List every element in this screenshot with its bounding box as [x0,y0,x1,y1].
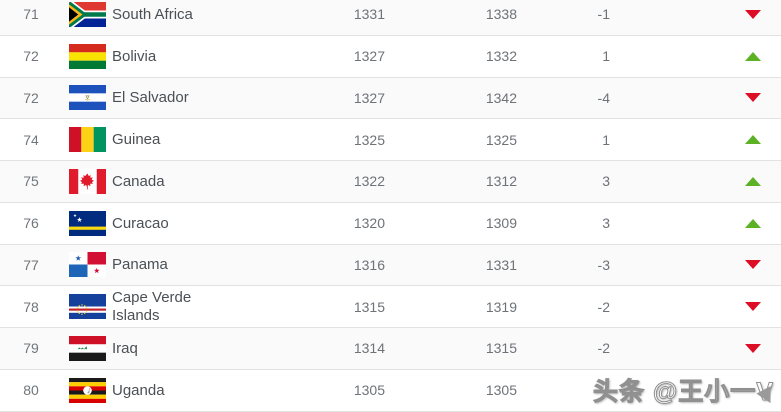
watermark: 头条 @王小一V [592,372,778,408]
points-value: 1322 [353,173,385,190]
south-africa-flag-icon [62,1,112,27]
trend-up-icon [745,218,761,228]
points-value: 1331 [353,6,385,23]
table-row[interactable]: 76 Curacao 1320 1309 3 [0,202,781,245]
table-row[interactable]: 74 Guinea 1325 1325 1 [0,119,781,161]
table-row[interactable]: 78 Cape Verde Islands 1315 1319 -2 [0,286,781,328]
guinea-flag-icon [62,127,112,153]
rank-label: 79 [23,340,39,357]
curacao-flag-icon [62,210,112,236]
previous-points-value: 1338 [485,6,517,23]
rank-change-value: 3 [602,215,610,232]
panama-flag-icon [62,252,112,278]
previous-points-value: 1342 [485,89,517,106]
points-value: 1315 [353,298,385,315]
rank-change-value: -1 [597,6,610,23]
trend-cell [610,9,781,19]
table-row[interactable]: 72 Bolivia 1327 1332 1 [0,35,781,78]
trend-up-icon [745,51,761,61]
trend-up-icon [745,176,761,186]
points-value: 1305 [353,382,385,399]
table-row[interactable]: 75 Canada 1322 1312 3 [0,161,781,203]
previous-points-value: 1305 [485,382,517,399]
points-value: 1327 [353,48,385,65]
trend-down-icon [745,302,761,312]
points-value: 1325 [353,131,385,148]
country-name-link[interactable]: Uganda [112,381,165,399]
rank-label: 78 [23,298,39,315]
table-row[interactable]: 79 Iraq 1314 1315 -2 [0,328,781,370]
trend-cell [610,176,781,186]
trend-up-icon [745,135,761,145]
previous-points-value: 1309 [485,215,517,232]
country-name-link[interactable]: Cape Verde Islands [112,289,192,324]
bolivia-flag-icon [62,43,112,69]
rank-change-value: 1 [602,131,610,148]
cape-verde-flag-icon [62,294,112,320]
el-salvador-flag-icon [62,85,112,111]
rank-label: 80 [23,382,39,399]
table-row[interactable]: 71 South Africa 1331 1338 -1 [0,0,781,36]
previous-points-value: 1319 [485,298,517,315]
country-name-link[interactable]: Guinea [112,131,161,149]
table-row[interactable]: 80 Uganda 1305 1305 [0,369,781,412]
trend-cell [610,51,781,61]
country-name-link[interactable]: Canada [112,172,165,190]
trend-down-icon [745,260,761,270]
rank-label: 72 [23,89,39,106]
rank-label: 72 [23,48,39,65]
trend-cell [610,135,781,145]
iraq-flag-icon [62,335,112,361]
trend-cell [610,343,781,353]
rank-change-value: -3 [597,256,610,273]
canada-flag-icon [62,168,112,194]
rank-label: 71 [23,6,39,23]
previous-points-value: 1315 [485,340,517,357]
rank-change-value: 3 [602,173,610,190]
rank-change-value: -2 [597,340,610,357]
trend-cell [610,93,781,103]
rank-change-value: 1 [602,48,610,65]
table-row[interactable]: 72 El Salvador 1327 1342 -4 [0,77,781,120]
trend-down-icon [745,9,761,19]
previous-points-value: 1331 [485,256,517,273]
table-row[interactable]: 77 Panama 1316 1331 -3 [0,244,781,287]
trend-cell [610,218,781,228]
trend-down-icon [745,343,761,353]
watermark-v-label: V [756,378,774,407]
points-value: 1320 [353,215,385,232]
trend-down-icon [745,93,761,103]
points-value: 1327 [353,89,385,106]
rank-label: 77 [23,256,39,273]
country-name-link[interactable]: Bolivia [112,47,157,65]
trend-cell [610,260,781,270]
country-name-link[interactable]: Curacao [112,214,169,232]
points-value: 1314 [353,340,385,357]
country-name-link[interactable]: Iraq [112,339,138,357]
country-name-link[interactable]: El Salvador [112,89,189,107]
country-name-link[interactable]: South Africa [112,5,193,23]
previous-points-value: 1325 [485,131,517,148]
previous-points-value: 1312 [485,173,517,190]
country-name-link[interactable]: Panama [112,256,168,274]
watermark-text: 头条 @王小一 [592,378,757,407]
previous-points-value: 1332 [485,48,517,65]
rank-label: 75 [23,173,39,190]
rank-change-value: -4 [597,89,610,106]
uganda-flag-icon [62,377,112,403]
rank-label: 74 [23,131,39,148]
points-value: 1316 [353,256,385,273]
rank-change-value: -2 [597,298,610,315]
rank-label: 76 [23,215,39,232]
trend-cell [610,302,781,312]
